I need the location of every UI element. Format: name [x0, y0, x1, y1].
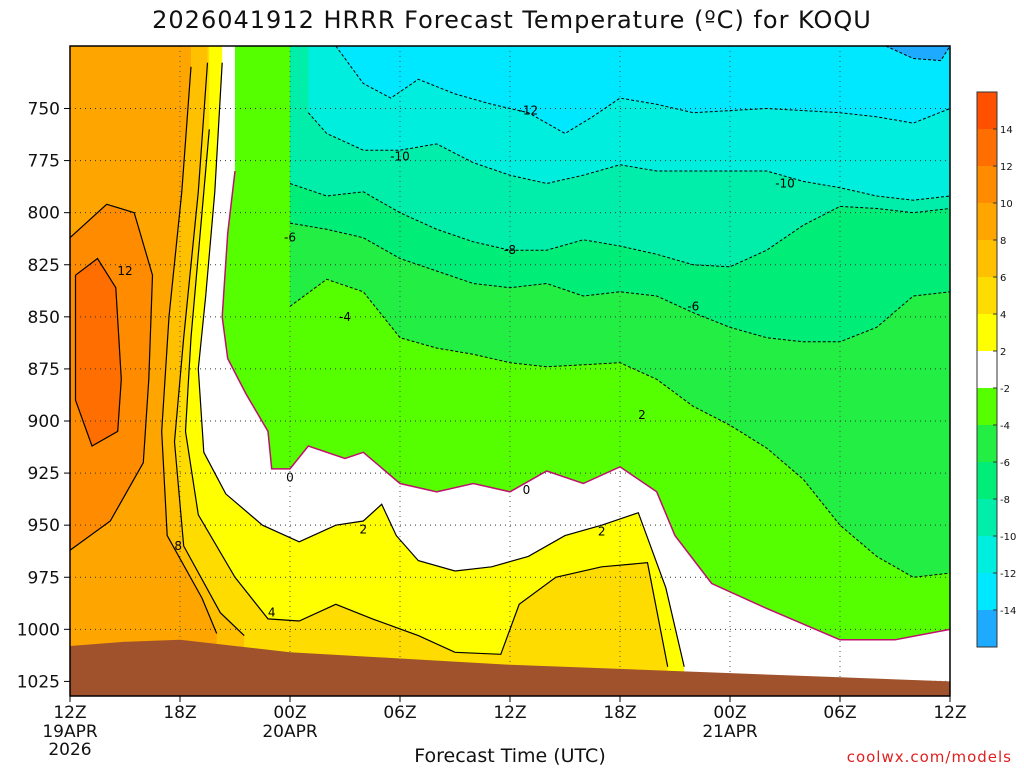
y-tick-label: 1000 [17, 620, 60, 640]
contour-label: 8 [174, 539, 182, 553]
surface-terrain [70, 639, 950, 696]
colorbar-swatch [977, 425, 997, 462]
isotherm--14 [885, 46, 950, 62]
band-0 [70, 46, 950, 696]
y-tick-label: 775 [28, 152, 60, 172]
x-tick-label: 00Z [713, 703, 746, 723]
contour-label: 2 [598, 524, 606, 538]
y-tick-label: 750 [28, 100, 60, 120]
isotherm--10 [307, 112, 950, 201]
isotherm-6 [173, 62, 245, 637]
isotherm-12 [74, 257, 122, 447]
colorbar-swatch [977, 499, 997, 536]
contour-label: 4 [268, 606, 276, 620]
y-tick-label: 900 [28, 412, 60, 432]
isotherm-2 [197, 62, 685, 667]
colorbar-frame [976, 91, 998, 648]
contour-labels: 12 8 4 2 2 2 0 0 -4 -6 -6 -8 -10 -10 -12 [117, 104, 794, 620]
credit-text: coolwx.com/models [847, 748, 1012, 766]
colorbar-label: 6 [1000, 273, 1006, 284]
contour-label: -8 [504, 243, 516, 257]
colorbar-label: -2 [1000, 384, 1010, 395]
colorbar-label: -12 [1000, 569, 1016, 580]
contour-label: -12 [519, 104, 539, 118]
x-tick-label: 12Z [933, 703, 966, 723]
colorbar-swatch [977, 166, 997, 203]
isotherm-8 [161, 66, 218, 634]
colorbar-label: 10 [1000, 199, 1013, 210]
y-axis: 750 775 800 825 850 875 900 925 950 975 1000 1025 [17, 100, 70, 692]
contour-label: -6 [687, 299, 699, 313]
contour-label: -6 [284, 231, 296, 245]
x-tick-label: 12Z [493, 703, 526, 723]
colorbar-label: -14 [1000, 606, 1016, 617]
colorbar-swatch [977, 277, 997, 314]
isotherm--6 [289, 222, 950, 343]
plot-area: 12 8 4 2 2 2 0 0 -4 -6 -6 -8 -10 -10 -12 [70, 46, 950, 696]
isotherm-0 [221, 170, 950, 641]
isotherm-lines [70, 46, 950, 667]
colorbar-swatch [977, 203, 997, 240]
x-tick-label: 12Z [53, 703, 86, 723]
colorbar-label: 4 [1000, 310, 1006, 321]
colorbar-label: -4 [1000, 421, 1010, 432]
y-tick-label: 800 [28, 204, 60, 224]
band--15 [885, 46, 950, 61]
contour-label: 0 [286, 470, 294, 484]
x-tick-sublabel: 19APR [42, 722, 98, 742]
colorbar-swatch [977, 351, 997, 388]
x-tick-sublabel: 2026 [48, 740, 91, 760]
y-tick-label: 950 [28, 516, 60, 536]
x-axis-label: Forecast Time (UTC) [414, 745, 605, 767]
colorbar-swatch [977, 610, 997, 647]
y-tick-label: 875 [28, 360, 60, 380]
y-tick-label: 825 [28, 256, 60, 276]
contour-label: -4 [339, 310, 351, 324]
colorbar-label: 12 [1000, 162, 1013, 173]
contour-label: -10 [775, 177, 795, 191]
isotherm--12 [335, 46, 950, 135]
colorbar-label: -10 [1000, 532, 1016, 543]
x-tick-label: 06Z [823, 703, 856, 723]
isotherm--8 [289, 183, 950, 268]
colorbar-swatch [977, 240, 997, 277]
colorbar-label: -8 [1000, 495, 1010, 506]
colorbar-swatch [977, 314, 997, 351]
colorbar-label: -6 [1000, 458, 1010, 469]
isotherm-10 [70, 203, 154, 551]
x-tick-label: 00Z [273, 703, 306, 723]
y-tick-label: 925 [28, 464, 60, 484]
x-tick-label: 18Z [163, 703, 196, 723]
band-13 [75, 258, 122, 446]
colorbar: 14 12 10 8 6 4 2 -2 -4 -6 -8 -10 -12 -14 [976, 91, 1016, 648]
contour-label: 12 [117, 264, 132, 278]
contour-label: 0 [523, 483, 531, 497]
x-tick-label: 18Z [603, 703, 636, 723]
colorbar-swatch [977, 129, 997, 166]
y-tick-label: 1025 [17, 672, 60, 692]
isotherm-4 [184, 129, 669, 667]
band-3 [70, 46, 685, 696]
x-tick-sublabel: 20APR [262, 722, 318, 742]
colorbar-swatch [977, 388, 997, 425]
contour-label: 2 [360, 522, 368, 536]
colorbar-label: 14 [1000, 125, 1013, 136]
isotherm--4 [289, 278, 950, 578]
colorbar-swatch [977, 462, 997, 499]
y-tick-label: 850 [28, 308, 60, 328]
colorbar-swatch [977, 573, 997, 610]
y-tick-label: 975 [28, 568, 60, 588]
x-tick-sublabel: 21APR [702, 722, 758, 742]
contour-label: 2 [638, 408, 646, 422]
terrain-surface [70, 639, 950, 696]
colorbar-swatch [977, 536, 997, 573]
x-tick-label: 06Z [383, 703, 416, 723]
colorbar-label: 8 [1000, 236, 1006, 247]
colorbar-label: 2 [1000, 347, 1006, 358]
colorbar-swatch [977, 92, 997, 129]
contour-label: -10 [390, 149, 410, 163]
chart-title: 2026041912 HRRR Forecast Temperature (ºC… [152, 6, 872, 34]
